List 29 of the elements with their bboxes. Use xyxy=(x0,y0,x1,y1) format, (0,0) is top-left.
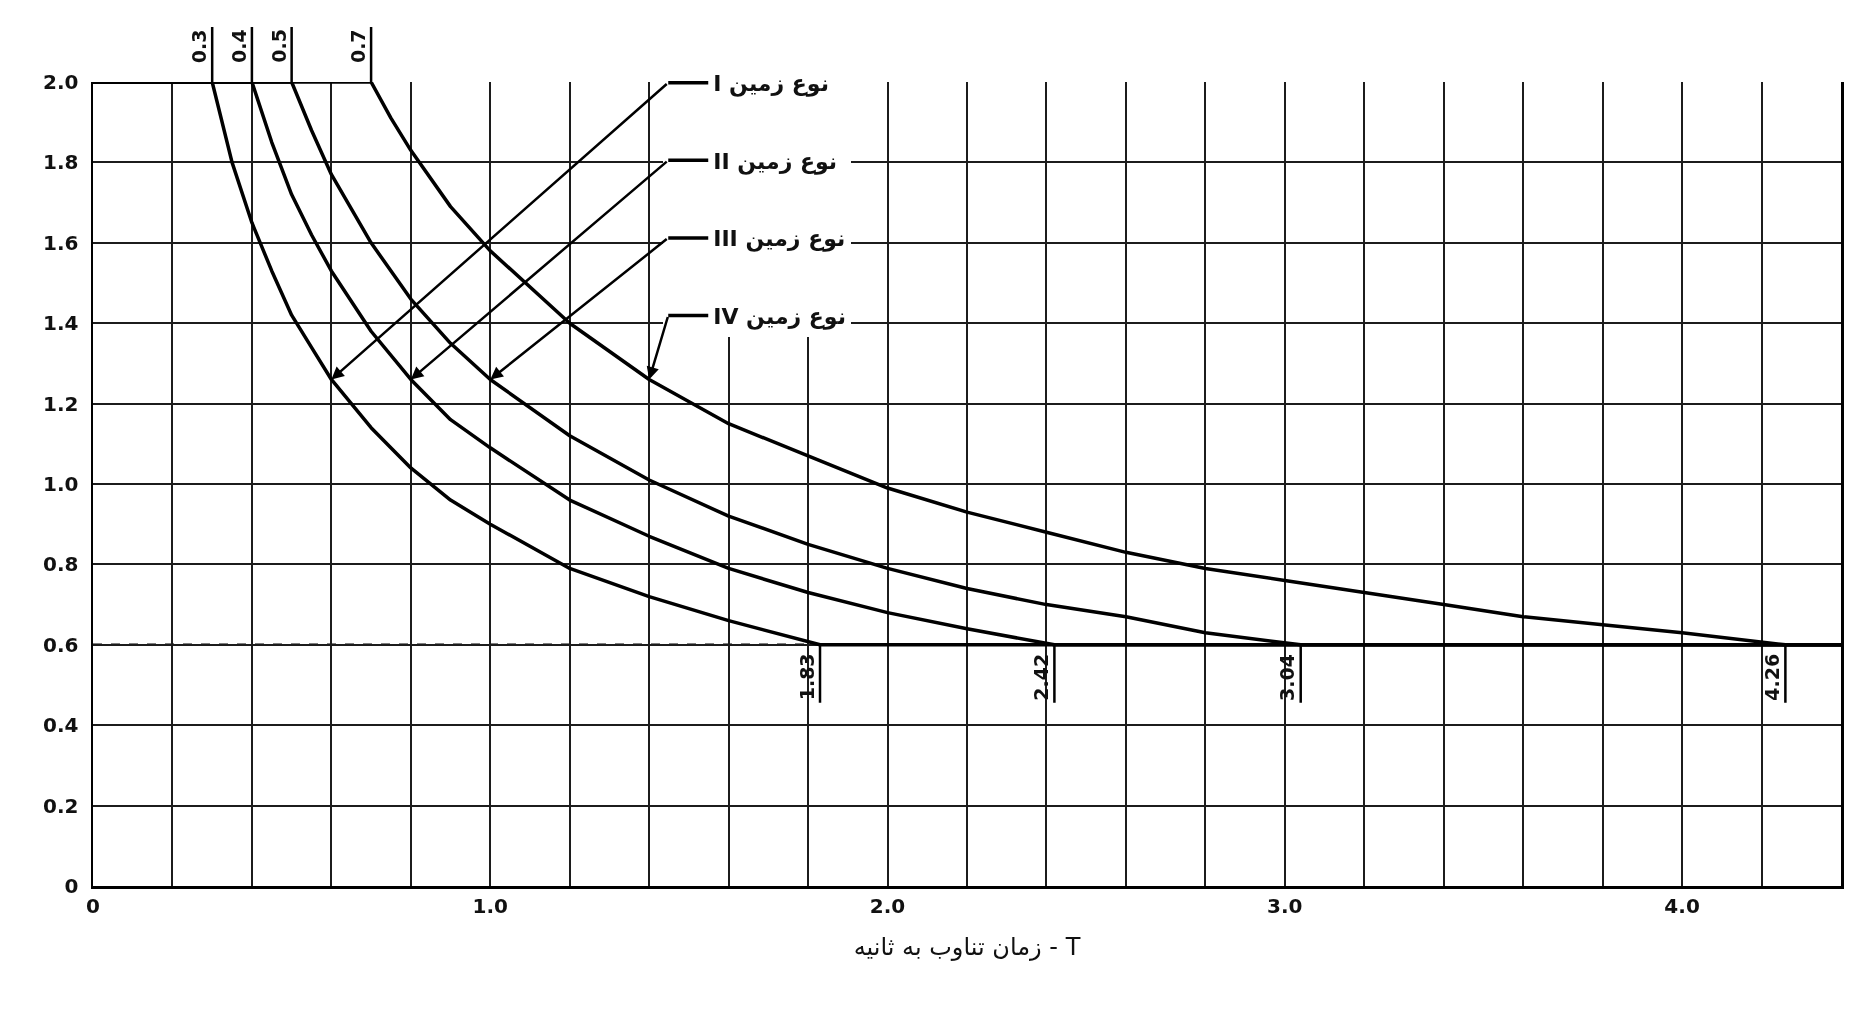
x-tick-label: 0 xyxy=(86,894,100,918)
annotation: 3.04 xyxy=(1276,654,1299,702)
annotation: 0.5 xyxy=(267,28,290,63)
annotation: 0.3 xyxy=(188,29,211,64)
x-axis-title: T - زمان تناوب به ثانیه xyxy=(853,933,1081,962)
annotation: 2.42 xyxy=(1030,653,1053,701)
annotation: 0.4 xyxy=(227,29,250,63)
y-tick-label: 1.0 xyxy=(43,472,79,496)
y-tick-label: 0.2 xyxy=(43,793,79,818)
x-tick-label: 2.0 xyxy=(869,894,906,918)
legend-label: نوع زمین III xyxy=(713,226,846,253)
x-tick-label: 1.0 xyxy=(472,894,508,918)
legend-label: نوع زمین I xyxy=(713,71,829,98)
annotation: 0.7 xyxy=(347,29,370,64)
y-tick-label: 0.8 xyxy=(43,552,79,577)
y-tick-label: 2.0 xyxy=(43,70,79,94)
y-tick-label: 0 xyxy=(64,874,79,898)
y-tick-label: 1.4 xyxy=(43,311,79,336)
x-tick-label: 3.0 xyxy=(1267,894,1303,918)
y-tick-label: 1.8 xyxy=(43,150,79,175)
x-tick-label: 4.0 xyxy=(1664,894,1700,918)
legend-label: نوع زمین IV xyxy=(713,304,846,331)
y-tick-label: 0.4 xyxy=(43,713,79,738)
y-tick-label: 0.6 xyxy=(43,632,79,657)
y-tick-label: 1.2 xyxy=(43,391,79,416)
annotation: 4.26 xyxy=(1761,653,1784,701)
y-tick-label: 1.6 xyxy=(43,230,79,255)
legend-label: نوع زمین II xyxy=(713,148,838,175)
annotation: 1.83 xyxy=(795,653,818,701)
